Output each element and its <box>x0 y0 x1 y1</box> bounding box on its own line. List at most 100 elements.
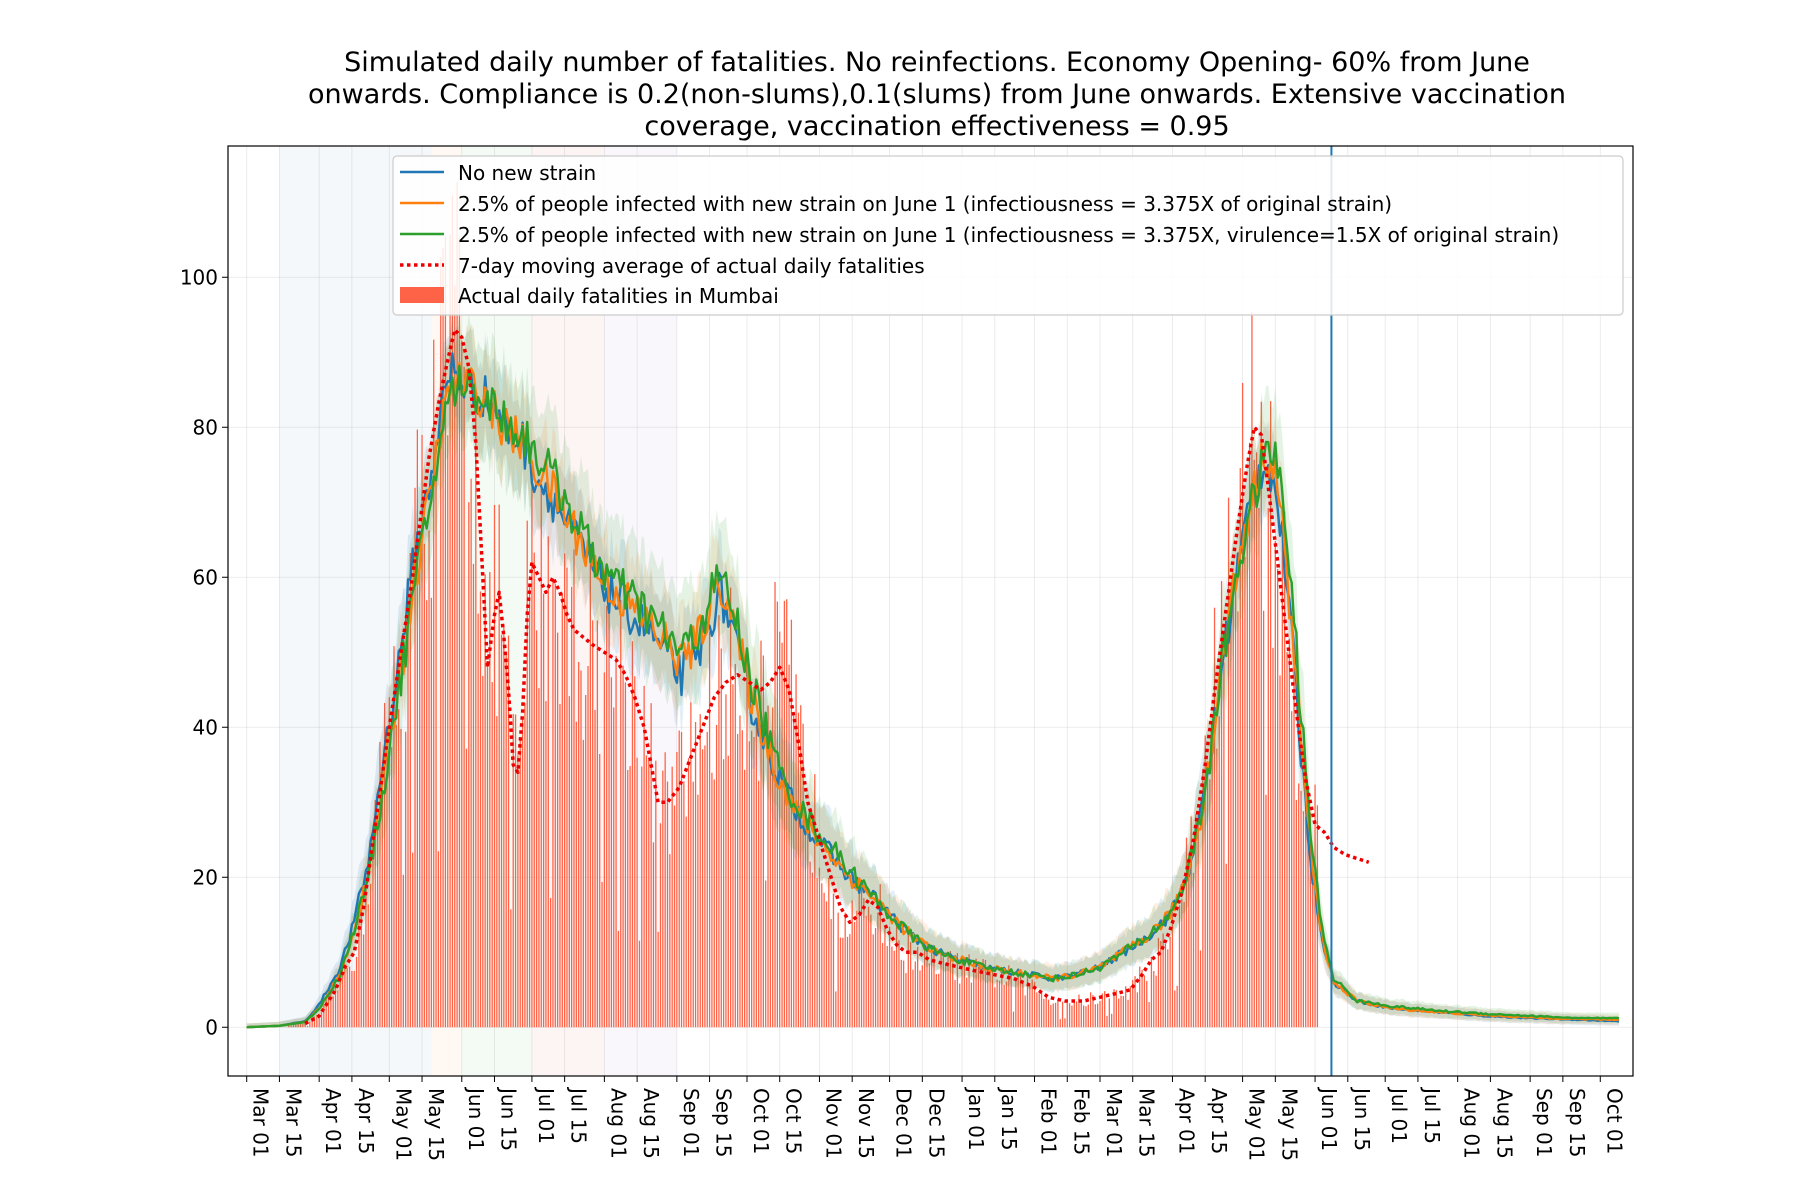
bar-day-382 <box>1139 966 1141 1028</box>
bar-day-135 <box>561 592 563 1028</box>
bar-day-29 <box>313 1016 316 1028</box>
bar-day-84 <box>442 248 444 1028</box>
bar-day-440 <box>1274 540 1276 1028</box>
bar-day-118 <box>521 719 524 1028</box>
series-line-2 <box>246 364 1620 1029</box>
bar-day-61 <box>388 697 390 1028</box>
bar-day-338 <box>1036 992 1038 1028</box>
y-tick-label-2: 40 <box>193 715 218 739</box>
bar-day-163 <box>627 770 629 1028</box>
bar-day-53 <box>369 883 372 1028</box>
bar-day-154 <box>606 605 608 1028</box>
bar-day-275 <box>888 926 891 1028</box>
bar-day-369 <box>1108 998 1110 1028</box>
bar-day-422 <box>1232 586 1234 1028</box>
bar-day-269 <box>874 928 877 1028</box>
x-tick-label-26: Apr 01 <box>1174 1088 1198 1154</box>
bar-day-353 <box>1071 1005 1073 1028</box>
bar-day-316 <box>984 959 987 1028</box>
bar-day-238 <box>802 723 804 1028</box>
bar-day-272 <box>881 943 884 1028</box>
bar-day-173 <box>650 703 652 1028</box>
bar-day-330 <box>1017 968 1019 1028</box>
bar-day-307 <box>963 964 966 1028</box>
bar-day-419 <box>1225 863 1227 1028</box>
bar-day-433 <box>1258 508 1260 1028</box>
bar-day-256 <box>844 912 846 1028</box>
bar-day-300 <box>947 953 949 1028</box>
bar-day-81 <box>435 473 437 1028</box>
bar-day-179 <box>664 752 666 1028</box>
bar-day-418 <box>1223 662 1225 1028</box>
bar-day-165 <box>631 641 634 1028</box>
bar-day-196 <box>704 745 706 1028</box>
y-tick-label-5: 100 <box>180 265 218 289</box>
bar-day-145 <box>585 695 587 1028</box>
x-tick-label-32: Jul 01 <box>1387 1086 1411 1144</box>
bar-day-284 <box>909 942 912 1028</box>
bar-day-288 <box>919 970 921 1028</box>
bar-day-102 <box>484 574 486 1028</box>
bar-day-385 <box>1146 980 1148 1028</box>
bar-day-110 <box>503 624 505 1028</box>
bar-day-332 <box>1022 980 1024 1028</box>
bar-day-149 <box>594 709 596 1028</box>
x-tick-label-25: Mar 15 <box>1135 1088 1159 1158</box>
bar-day-435 <box>1262 610 1265 1028</box>
bar-day-141 <box>575 721 577 1028</box>
bar-day-371 <box>1113 989 1115 1028</box>
bar-day-439 <box>1272 647 1274 1028</box>
bar-day-301 <box>949 951 952 1028</box>
bar-day-68 <box>405 731 407 1028</box>
chart-title-line-2: onwards. Compliance is 0.2(non-slums),0.… <box>308 79 1566 110</box>
bar-day-285 <box>912 969 914 1028</box>
bar-day-128 <box>545 701 547 1028</box>
bar-day-220 <box>760 640 762 1028</box>
bar-day-99 <box>477 613 479 1028</box>
bar-day-60 <box>386 741 388 1028</box>
bar-day-438 <box>1270 401 1272 1028</box>
bar-day-453 <box>1305 816 1307 1028</box>
bar-day-98 <box>475 410 477 1028</box>
bar-day-289 <box>921 965 923 1028</box>
bar-day-131 <box>552 579 554 1028</box>
bar-day-50 <box>362 934 365 1028</box>
bar-day-295 <box>935 974 937 1028</box>
bar-day-167 <box>636 757 638 1028</box>
bar-day-245 <box>818 867 821 1028</box>
bar-day-247 <box>823 892 825 1028</box>
bar-day-401 <box>1183 901 1185 1028</box>
bar-day-74 <box>419 572 421 1028</box>
bar-day-448 <box>1293 664 1295 1028</box>
x-tick-label-14: Oct 01 <box>749 1088 773 1154</box>
bar-day-347 <box>1057 999 1059 1028</box>
bar-day-48 <box>358 906 360 1028</box>
bar-day-386 <box>1148 1002 1150 1028</box>
bar-day-187 <box>683 781 685 1028</box>
x-tick-label-38: Oct 01 <box>1602 1088 1626 1154</box>
y-tick-label-0: 0 <box>205 1015 218 1039</box>
bar-day-320 <box>994 987 996 1028</box>
bar-day-33 <box>323 1004 325 1028</box>
bar-day-151 <box>599 754 601 1028</box>
bar-day-156 <box>610 677 613 1028</box>
bar-day-305 <box>959 983 961 1028</box>
legend-label-new-strain: 2.5% of people infected with new strain … <box>458 192 1392 216</box>
bar-day-191 <box>692 781 694 1028</box>
bar-day-158 <box>615 655 617 1028</box>
bar-day-195 <box>701 749 704 1028</box>
bar-day-160 <box>620 599 622 1028</box>
bar-day-107 <box>496 716 498 1028</box>
bar-day-273 <box>884 927 886 1028</box>
bar-day-265 <box>865 915 867 1028</box>
x-tick-label-2: Apr 01 <box>321 1088 345 1154</box>
bar-day-361 <box>1089 992 1092 1028</box>
bar-day-452 <box>1302 811 1305 1028</box>
bar-day-429 <box>1248 442 1251 1028</box>
bar-day-283 <box>907 934 909 1028</box>
bar-day-397 <box>1174 990 1176 1028</box>
bar-day-430 <box>1251 311 1253 1028</box>
bar-day-89 <box>454 285 456 1028</box>
bar-day-394 <box>1167 949 1169 1028</box>
bar-day-314 <box>980 971 982 1028</box>
